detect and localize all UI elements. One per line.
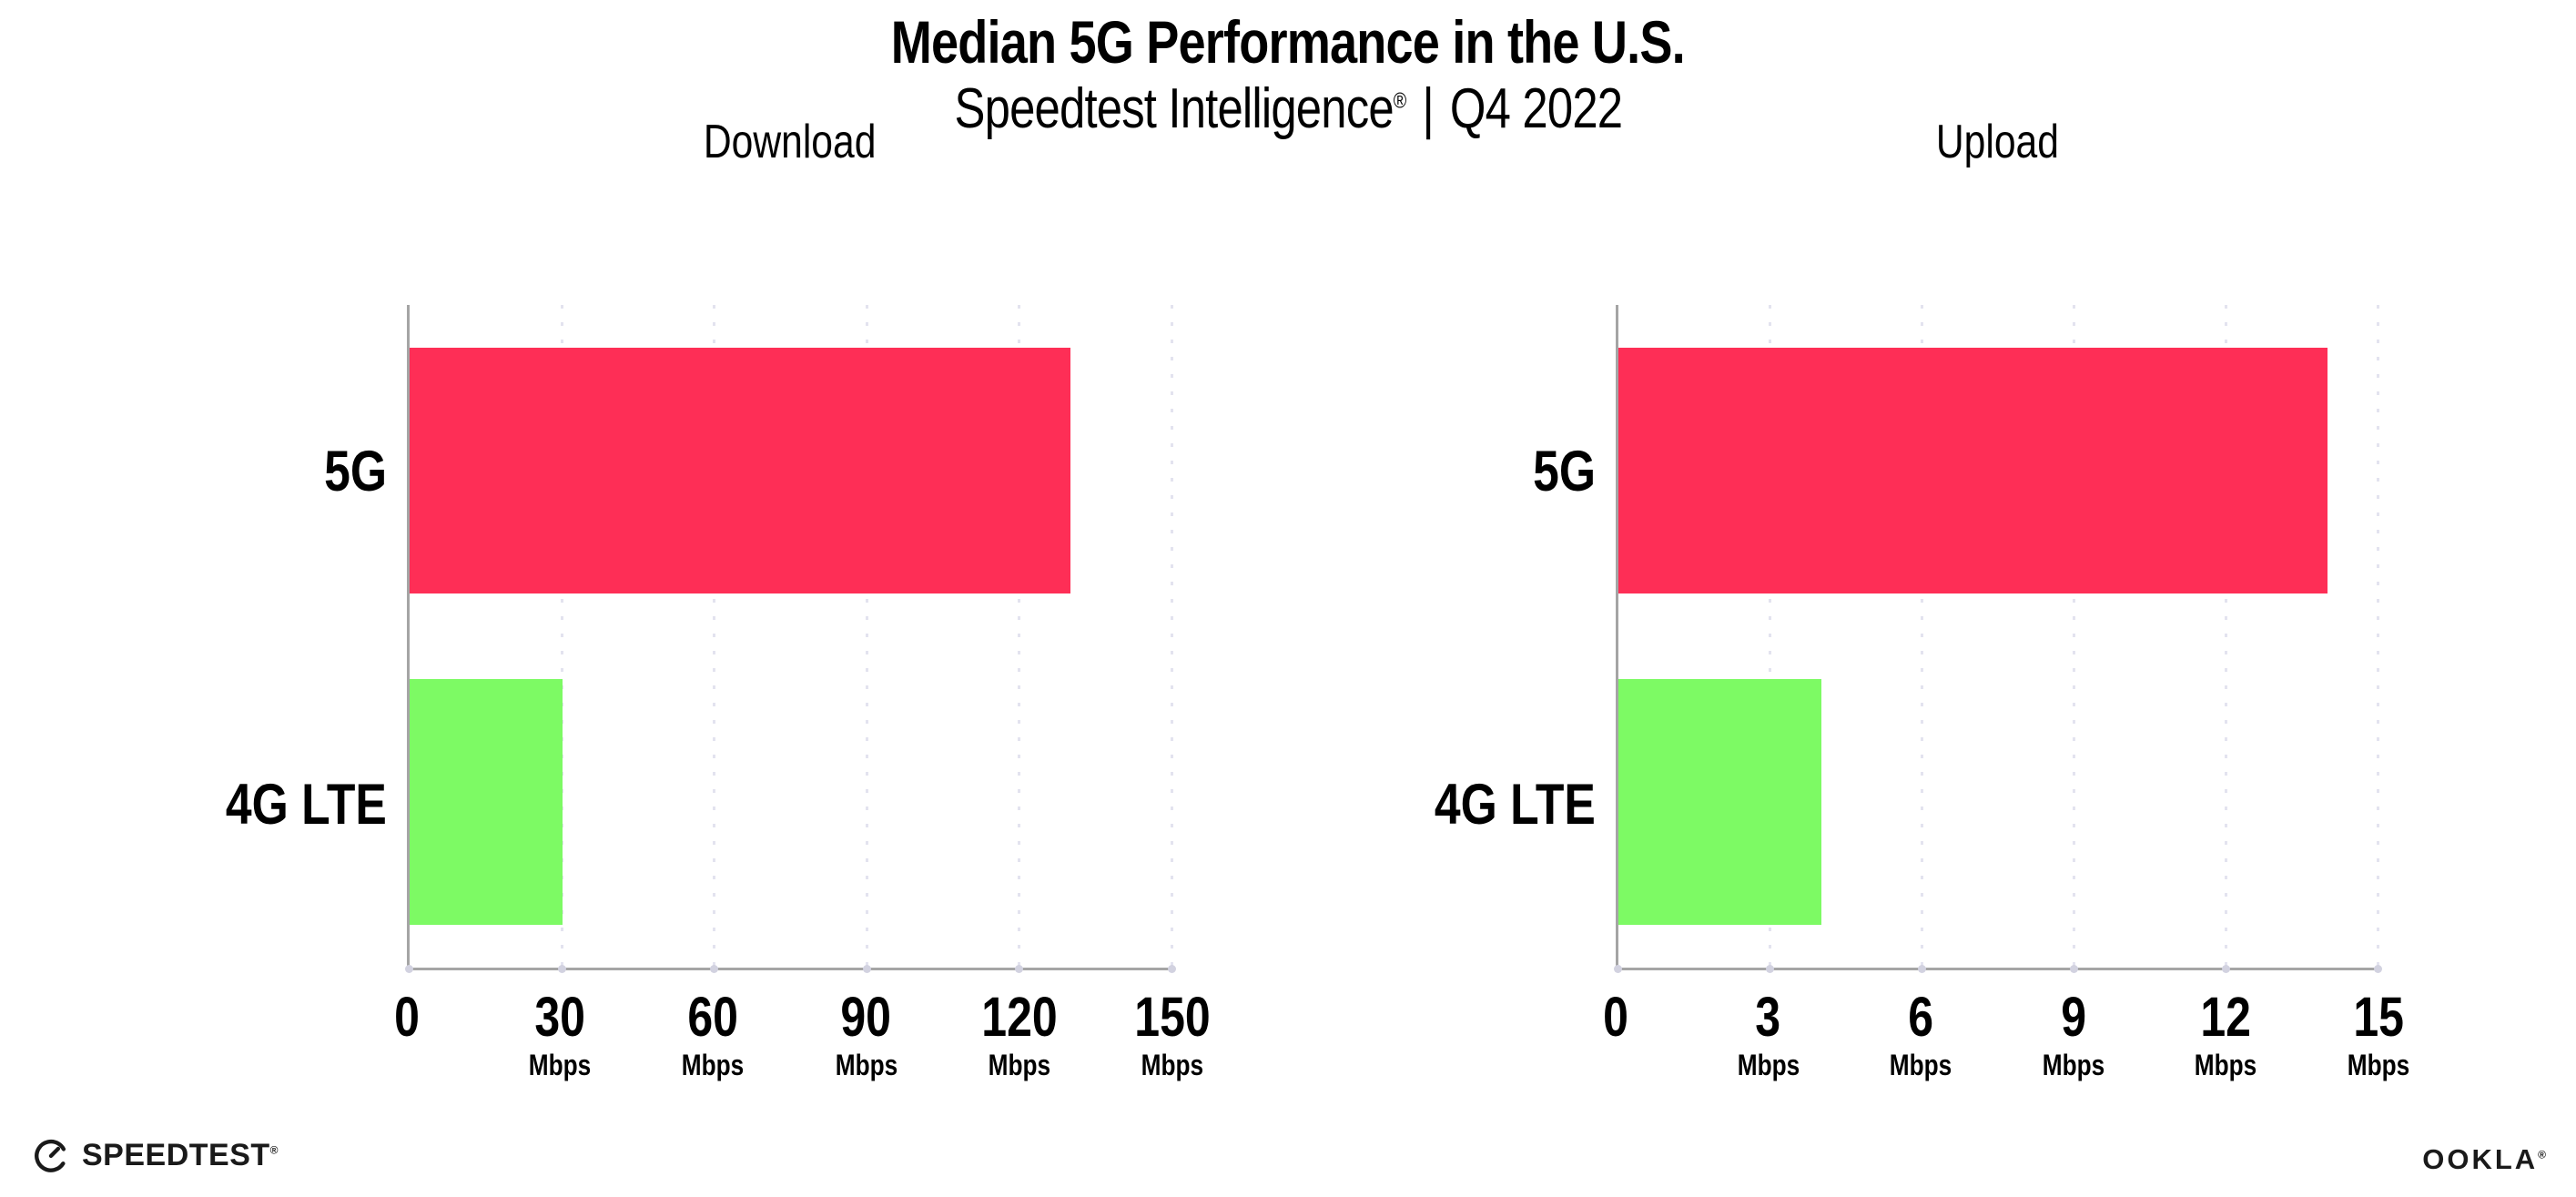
upload-row-label-5g: 5G: [1533, 440, 1596, 503]
download-bar-4g-lte: [410, 679, 563, 925]
axis-tick-dot: [2374, 965, 2382, 973]
gridline: [560, 305, 563, 968]
upload-bar-4g-lte: [1618, 679, 1821, 925]
tick-label: 60 Mbps: [682, 986, 745, 1082]
upload-x-axis-ticks: 0 3 Mbps 6 Mbps 9 Mbps 12 Mbps 15 Mbps: [1603, 986, 2409, 1115]
tick-label: 15 Mbps: [2347, 986, 2410, 1082]
page-title-text: Median 5G Performance in the U.S.: [890, 8, 1686, 76]
download-plot-area: [405, 305, 1176, 973]
upload-row-label-4g-lte: 4G LTE: [1434, 773, 1596, 837]
upload-band-4g-lte: [1618, 636, 2378, 968]
upload-band-5g: [1618, 305, 2378, 636]
tick-label: 150 Mbps: [1134, 986, 1211, 1082]
tick-label: 6 Mbps: [1889, 986, 1952, 1082]
gridline: [2225, 305, 2227, 968]
download-row-label-4g-lte: 4G LTE: [225, 773, 387, 837]
gridline: [1769, 305, 1771, 968]
download-chart-title: Download: [703, 116, 877, 168]
speedtest-registered-mark: ®: [269, 1143, 279, 1157]
download-bar-5g: [410, 348, 1071, 593]
axis-tick-dot: [1015, 965, 1024, 973]
axis-tick-dot: [2070, 965, 2078, 973]
gridline: [1921, 305, 1923, 968]
axis-tick-dot: [862, 965, 871, 973]
tick-label: 0: [1603, 986, 1628, 1048]
upload-chart-title: Upload: [1935, 116, 2059, 168]
upload-bar-5g: [1618, 348, 2328, 593]
ookla-registered-mark: ®: [2538, 1148, 2549, 1161]
tick-label: 90 Mbps: [835, 986, 898, 1082]
subtitle-period: Q4 2022: [1449, 77, 1623, 140]
download-x-axis-ticks: 0 30 Mbps 60 Mbps 90 Mbps 120 Mbps 150 M…: [394, 986, 1211, 1115]
tick-label: 120 Mbps: [981, 986, 1058, 1082]
tick-label: 3 Mbps: [1737, 986, 1800, 1082]
axis-tick-dot: [1766, 965, 1774, 973]
tick-label: 12 Mbps: [2195, 986, 2257, 1082]
ookla-wordmark: OOKLA: [2422, 1143, 2539, 1175]
axis-tick-dot: [710, 965, 719, 973]
page-title: Median 5G Performance in the U.S.: [0, 7, 2576, 76]
download-band-4g-lte: [410, 636, 1172, 968]
gridline: [865, 305, 868, 968]
page-subtitle: Speedtest Intelligence® | Q4 2022: [0, 76, 2576, 141]
subtitle-separator: |: [1422, 77, 1434, 140]
tick-label: 9 Mbps: [2042, 986, 2105, 1082]
axis-tick-dot: [1614, 965, 1622, 973]
subtitle-brand: Speedtest Intelligence: [954, 77, 1394, 140]
axis-tick-dot: [2222, 965, 2230, 973]
axis-tick-dot: [1918, 965, 1926, 973]
gridline: [2377, 305, 2379, 968]
ookla-logo: OOKLA®: [2422, 1143, 2549, 1176]
download-band-5g: [410, 305, 1172, 636]
registered-mark: ®: [1393, 88, 1406, 114]
upload-plot-area: [1614, 305, 2382, 973]
speedtest-gauge-icon: [32, 1136, 70, 1174]
tick-label: 30 Mbps: [528, 986, 592, 1082]
axis-tick-dot: [557, 965, 566, 973]
tick-label: 0: [394, 986, 420, 1048]
gridline: [2073, 305, 2075, 968]
axis-tick-dot: [1168, 965, 1176, 973]
speedtest-logo: SPEEDTEST®: [32, 1136, 279, 1174]
speedtest-wordmark: SPEEDTEST®: [82, 1137, 279, 1172]
axis-tick-dot: [405, 965, 413, 973]
download-row-label-5g: 5G: [324, 440, 387, 503]
gridline: [1171, 305, 1173, 968]
gridline: [713, 305, 716, 968]
gridline: [1018, 305, 1021, 968]
